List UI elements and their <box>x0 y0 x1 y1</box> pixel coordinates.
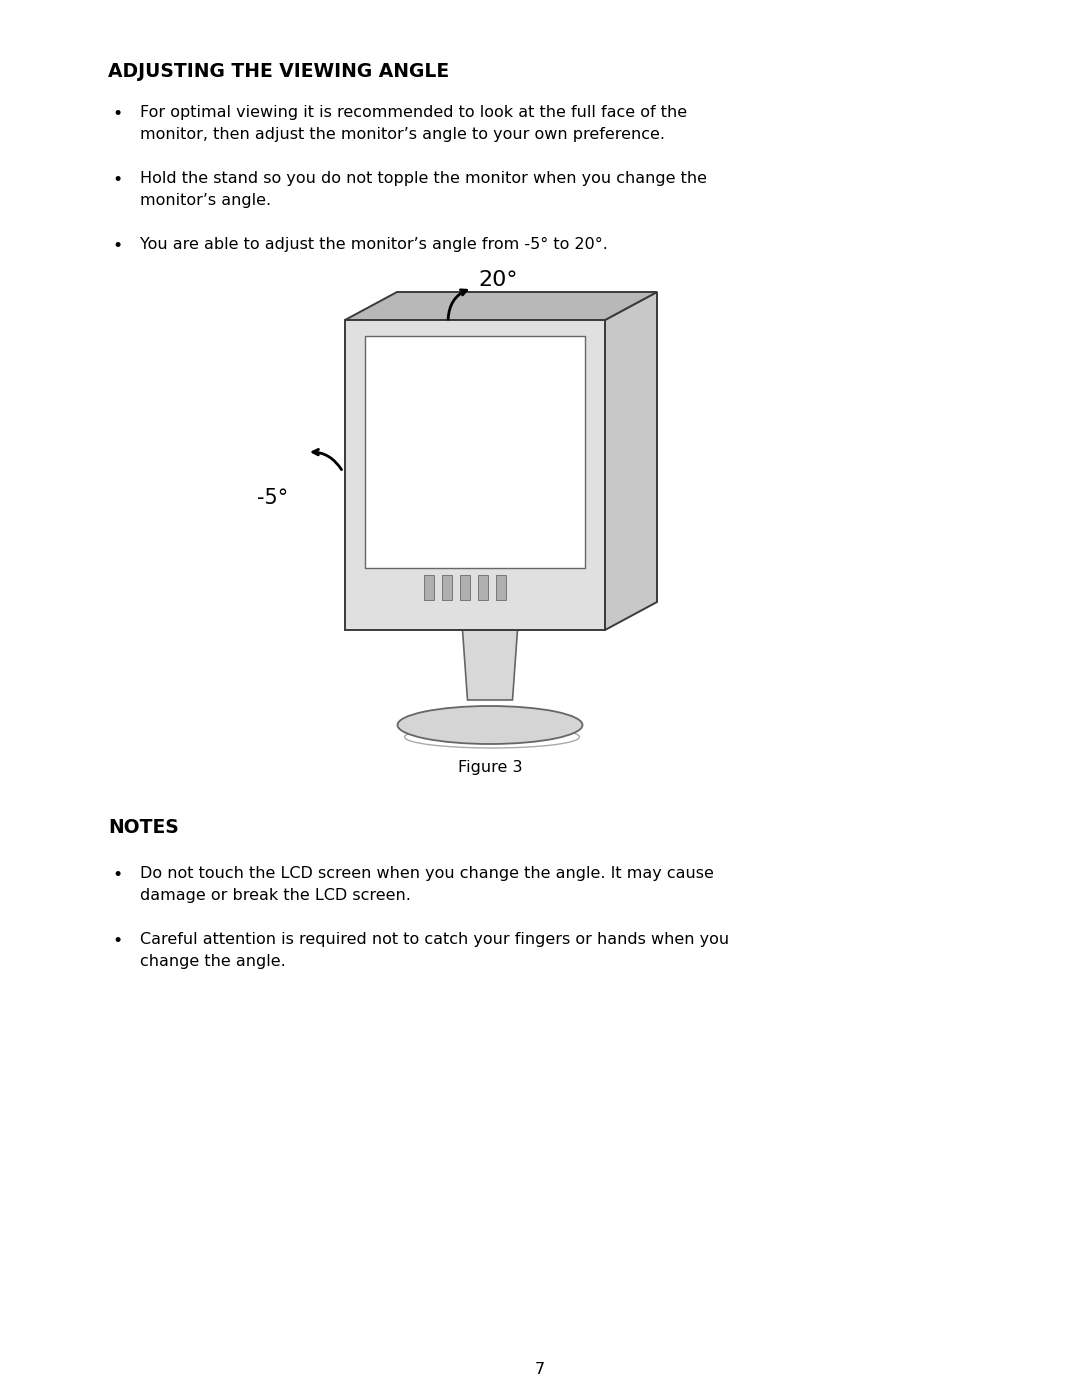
Text: monitor’s angle.: monitor’s angle. <box>140 193 271 208</box>
Polygon shape <box>345 320 605 630</box>
Text: Figure 3: Figure 3 <box>458 760 523 775</box>
Text: •: • <box>112 866 122 884</box>
Text: damage or break the LCD screen.: damage or break the LCD screen. <box>140 888 410 902</box>
Text: NOTES: NOTES <box>108 819 179 837</box>
Text: 7: 7 <box>535 1362 545 1377</box>
Text: 20°: 20° <box>478 270 517 291</box>
Ellipse shape <box>397 705 582 745</box>
Polygon shape <box>365 337 585 569</box>
Polygon shape <box>368 339 582 564</box>
Text: For optimal viewing it is recommended to look at the full face of the: For optimal viewing it is recommended to… <box>140 105 687 120</box>
Polygon shape <box>345 292 657 320</box>
Text: Hold the stand so you do not topple the monitor when you change the: Hold the stand so you do not topple the … <box>140 170 707 186</box>
Polygon shape <box>462 630 517 700</box>
Polygon shape <box>442 576 453 599</box>
Polygon shape <box>460 576 470 599</box>
Polygon shape <box>605 292 657 630</box>
Polygon shape <box>424 576 434 599</box>
Text: ADJUSTING THE VIEWING ANGLE: ADJUSTING THE VIEWING ANGLE <box>108 61 449 81</box>
Text: change the angle.: change the angle. <box>140 954 286 970</box>
Text: Do not touch the LCD screen when you change the angle. It may cause: Do not touch the LCD screen when you cha… <box>140 866 714 882</box>
Polygon shape <box>496 576 507 599</box>
Text: -5°: -5° <box>257 488 288 509</box>
Text: Careful attention is required not to catch your fingers or hands when you: Careful attention is required not to cat… <box>140 932 729 947</box>
Polygon shape <box>478 576 488 599</box>
Text: •: • <box>112 932 122 950</box>
Text: monitor, then adjust the monitor’s angle to your own preference.: monitor, then adjust the monitor’s angle… <box>140 127 665 142</box>
Text: •: • <box>112 105 122 123</box>
Text: •: • <box>112 170 122 189</box>
Text: •: • <box>112 237 122 256</box>
Text: You are able to adjust the monitor’s angle from -5° to 20°.: You are able to adjust the monitor’s ang… <box>140 237 608 251</box>
